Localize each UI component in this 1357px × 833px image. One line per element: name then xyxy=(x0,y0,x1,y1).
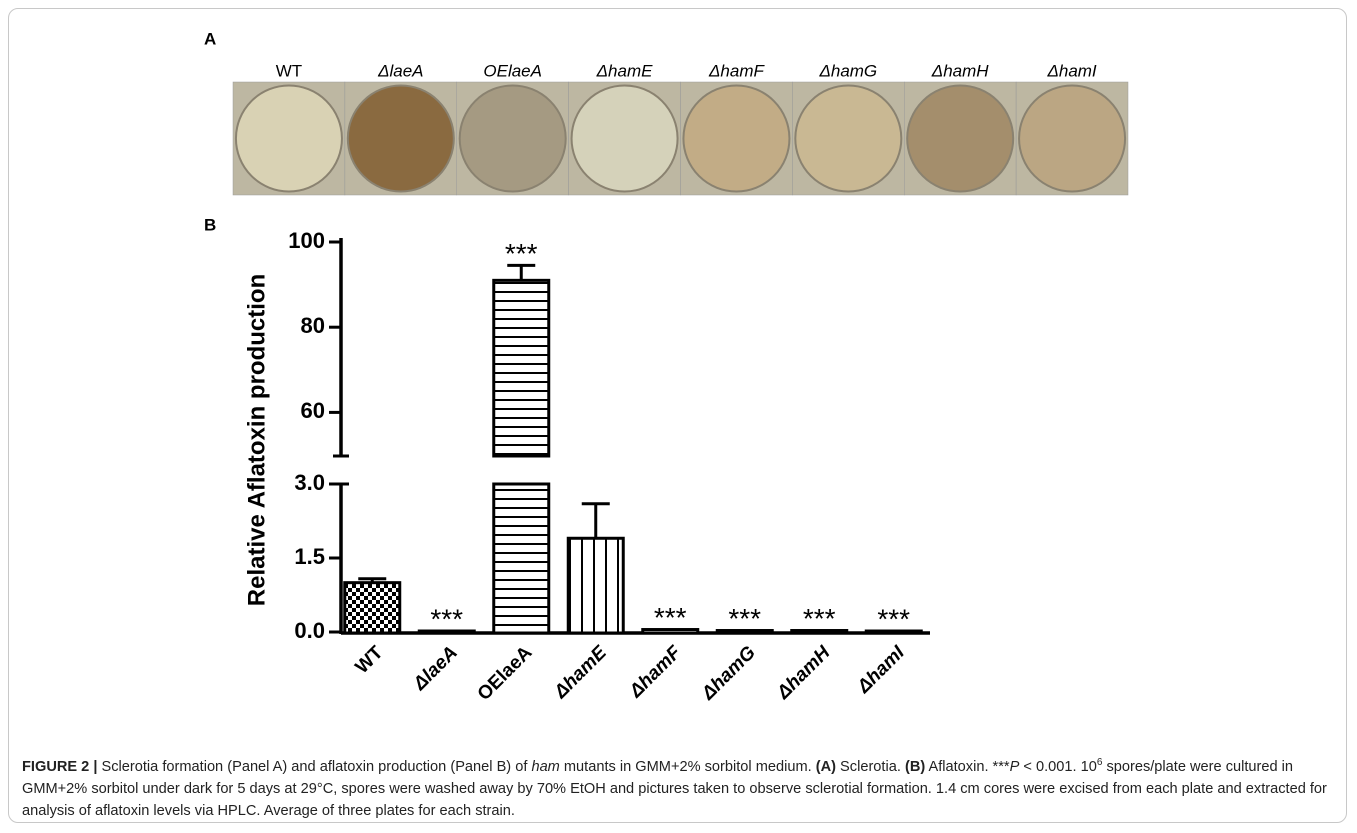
significance: *** xyxy=(728,603,761,634)
strain-label: ΔlaeA xyxy=(377,61,423,80)
caption-text: FIGURE 2 | xyxy=(22,759,97,775)
caption: FIGURE 2 | Sclerotia formation (Panel A)… xyxy=(22,752,1338,822)
plate xyxy=(348,86,454,192)
x-tick-label: ΔlaeA xyxy=(409,642,462,695)
y-tick-label: 60 xyxy=(301,398,325,423)
x-tick-label: ΔhamE xyxy=(550,641,612,703)
bar xyxy=(494,280,549,456)
bar xyxy=(345,583,400,633)
strain-label: ΔhamF xyxy=(708,61,765,80)
strain-label: ΔhamH xyxy=(931,61,989,80)
x-tick-label: ΔhamI xyxy=(853,642,909,698)
strain-label: WT xyxy=(276,61,302,80)
y-tick-label: 0.0 xyxy=(294,618,325,643)
plate xyxy=(1019,86,1125,192)
caption-text: Aflatoxin. *** xyxy=(925,759,1009,775)
significance: *** xyxy=(505,238,538,269)
significance: *** xyxy=(654,602,687,633)
strain-label: OElaeA xyxy=(483,61,542,80)
bar xyxy=(494,484,549,633)
strain-label: ΔhamE xyxy=(596,61,653,80)
y-tick-label: 1.5 xyxy=(294,544,325,569)
caption-text: Sclerotia. xyxy=(836,759,905,775)
y-tick-label: 100 xyxy=(288,228,325,253)
plate xyxy=(236,86,342,192)
plate xyxy=(907,86,1013,192)
significance: *** xyxy=(877,603,910,634)
x-tick-label: OElaeA xyxy=(474,642,537,705)
caption-text: (B) xyxy=(905,759,925,775)
plate xyxy=(572,86,678,192)
caption-text: Sclerotia formation (Panel A) and aflato… xyxy=(97,759,531,775)
y-tick-label: 80 xyxy=(301,313,325,338)
x-tick-label: ΔhamF xyxy=(625,641,686,702)
y-tick-label: 3.0 xyxy=(294,470,325,495)
x-tick-label: ΔhamG xyxy=(697,642,760,705)
y-axis-label: Relative Aflatoxin production xyxy=(243,274,270,606)
strain-label: ΔhamG xyxy=(818,61,877,80)
bar xyxy=(568,538,623,633)
x-tick-label: ΔhamH xyxy=(772,641,835,704)
caption-text: ham xyxy=(531,759,559,775)
x-tick-label: WT xyxy=(352,642,388,678)
plate xyxy=(460,86,566,192)
panel-letter: B xyxy=(204,215,216,234)
caption-text: P xyxy=(1010,759,1020,775)
strain-label: ΔhamI xyxy=(1046,61,1096,80)
significance: *** xyxy=(803,603,836,634)
plate xyxy=(795,86,901,192)
page: { "figure": { "panel_a": { "letter": "A"… xyxy=(0,0,1357,833)
caption-text: mutants in GMM+2% sorbitol medium. xyxy=(560,759,816,775)
caption-text: (A) xyxy=(816,759,836,775)
significance: *** xyxy=(430,603,463,634)
plate xyxy=(683,86,789,192)
caption-text: < 0.001. 10 xyxy=(1019,759,1097,775)
panel-letter: A xyxy=(204,29,216,48)
